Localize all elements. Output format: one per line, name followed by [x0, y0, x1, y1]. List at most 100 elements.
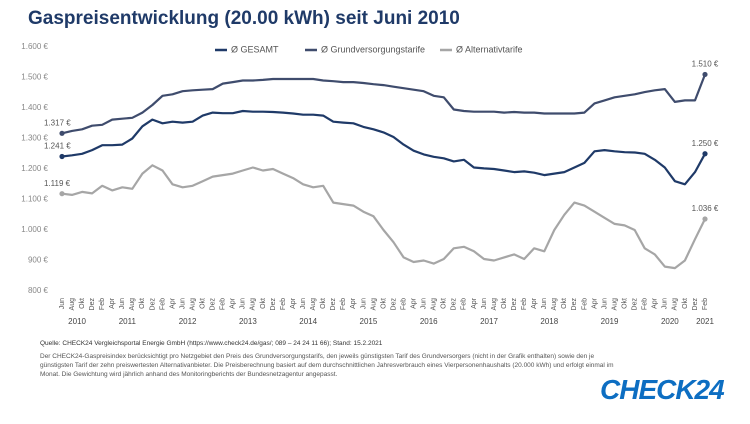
- x-tick-label: Feb: [521, 298, 528, 310]
- x-tick-label: Dez: [571, 298, 578, 311]
- year-label: 2010: [68, 317, 86, 326]
- x-tick-label: Okt: [380, 298, 387, 309]
- year-label: 2017: [480, 317, 498, 326]
- x-tick-label: Apr: [591, 297, 598, 309]
- point: [59, 130, 65, 136]
- year-label: 2015: [360, 317, 378, 326]
- logo: CHECK24: [600, 374, 725, 405]
- year-label: 2019: [601, 317, 619, 326]
- year-label: 2013: [239, 317, 257, 326]
- x-tick-label: Apr: [109, 297, 116, 309]
- x-tick-label: Apr: [652, 297, 659, 309]
- x-tick-label: Jun: [179, 298, 186, 309]
- x-tick-label: Aug: [431, 298, 438, 311]
- x-tick-label: Okt: [561, 298, 568, 309]
- x-tick-label: Okt: [441, 298, 448, 309]
- x-tick-label: Jun: [119, 298, 126, 309]
- x-tick-label: Feb: [220, 298, 227, 310]
- x-tick-label: Apr: [471, 297, 478, 309]
- point: [59, 153, 65, 160]
- value-label: 1.250 €: [692, 139, 719, 148]
- x-tick-label: Okt: [200, 298, 207, 309]
- y-tick-label: 1.100 €: [21, 195, 48, 204]
- x-tick-label: Feb: [159, 298, 166, 310]
- x-tick-label: Dez: [692, 298, 699, 311]
- x-tick-label: Feb: [280, 298, 287, 310]
- legend-label: Ø Grundversorgungstarife: [321, 44, 425, 54]
- y-tick-label: 1.400 €: [21, 103, 48, 112]
- chart-title: Gaspreisentwicklung (20.00 kWh) seit Jun…: [28, 8, 460, 29]
- x-tick-label: Apr: [531, 297, 538, 309]
- x-tick-label: Aug: [551, 298, 558, 311]
- x-tick-label: Aug: [250, 298, 257, 311]
- x-tick-label: Aug: [611, 298, 618, 311]
- x-tick-label: Dez: [511, 298, 518, 311]
- point: [702, 151, 708, 157]
- legend-label: Ø Alternativtarife: [456, 44, 523, 54]
- x-tick-label: Aug: [129, 298, 136, 311]
- x-tick-label: Dez: [390, 298, 397, 311]
- value-label: 1.241 €: [44, 142, 71, 151]
- y-tick-label: 1.300 €: [21, 134, 48, 143]
- year-label: 2018: [540, 317, 558, 326]
- x-tick-label: Feb: [581, 298, 588, 310]
- x-tick-label: Aug: [69, 298, 76, 311]
- description: Der CHECK24-Gaspreisindex berücksichtigt…: [40, 353, 614, 378]
- year-label: 2014: [299, 317, 317, 326]
- x-tick-label: Aug: [370, 298, 377, 311]
- x-tick-label: Jun: [601, 298, 608, 309]
- x-tick-label: Aug: [310, 298, 317, 311]
- series-line: [61, 74, 707, 135]
- year-label: 2016: [420, 317, 438, 326]
- y-tick-label: 1.000 €: [21, 225, 48, 234]
- chart: 800 €900 €1.000 €1.100 €1.200 €1.300 €1.…: [21, 42, 719, 326]
- x-tick-label: Feb: [99, 298, 106, 310]
- y-tick-label: 1.500 €: [21, 73, 48, 82]
- value-label: 1.036 €: [692, 204, 719, 213]
- x-tick-label: Dez: [632, 298, 639, 311]
- x-tick-label: Okt: [139, 298, 146, 309]
- x-tick-label: Aug: [672, 298, 679, 311]
- x-tick-label: Okt: [501, 298, 508, 309]
- y-tick-label: 1.200 €: [21, 164, 48, 173]
- x-tick-label: Jun: [300, 298, 307, 309]
- point: [702, 71, 708, 78]
- point: [702, 216, 708, 222]
- series-line: [61, 109, 706, 186]
- series-line: [61, 164, 706, 270]
- x-tick-label: Feb: [340, 298, 347, 310]
- x-tick-label: Apr: [410, 297, 417, 309]
- x-tick-label: Jun: [481, 298, 488, 309]
- x-tick-label: Apr: [169, 297, 176, 309]
- year-label: 2011: [119, 317, 137, 326]
- x-tick-label: Feb: [400, 298, 407, 310]
- x-tick-label: Jun: [59, 298, 66, 309]
- x-tick-label: Jun: [240, 298, 247, 309]
- value-label: 1.317 €: [44, 118, 71, 127]
- x-tick-label: Jun: [421, 298, 428, 309]
- x-tick-label: Okt: [621, 298, 628, 309]
- x-tick-label: Feb: [642, 298, 649, 310]
- x-tick-label: Feb: [461, 298, 468, 310]
- value-label: 1.510 €: [692, 60, 719, 69]
- y-tick-label: 800 €: [28, 286, 49, 295]
- x-tick-label: Jun: [541, 298, 548, 309]
- legend-label: Ø GESAMT: [231, 44, 279, 54]
- x-tick-label: Okt: [320, 298, 327, 309]
- x-tick-label: Apr: [290, 297, 297, 309]
- x-tick-label: Okt: [682, 298, 689, 309]
- x-tick-label: Aug: [189, 298, 196, 311]
- source: Quelle: CHECK24 Vergleichsportal Energie…: [40, 340, 383, 347]
- x-tick-label: Dez: [210, 298, 217, 311]
- y-tick-label: 1.600 €: [21, 42, 48, 51]
- value-label: 1.119 €: [44, 179, 71, 188]
- year-label: 2012: [179, 317, 197, 326]
- x-tick-label: Jun: [662, 298, 669, 309]
- point: [59, 191, 65, 197]
- x-tick-label: Dez: [330, 298, 337, 311]
- x-tick-label: Jun: [360, 298, 367, 309]
- year-label: 2020: [661, 317, 679, 326]
- x-tick-label: Dez: [270, 298, 277, 311]
- x-tick-label: Dez: [149, 298, 156, 311]
